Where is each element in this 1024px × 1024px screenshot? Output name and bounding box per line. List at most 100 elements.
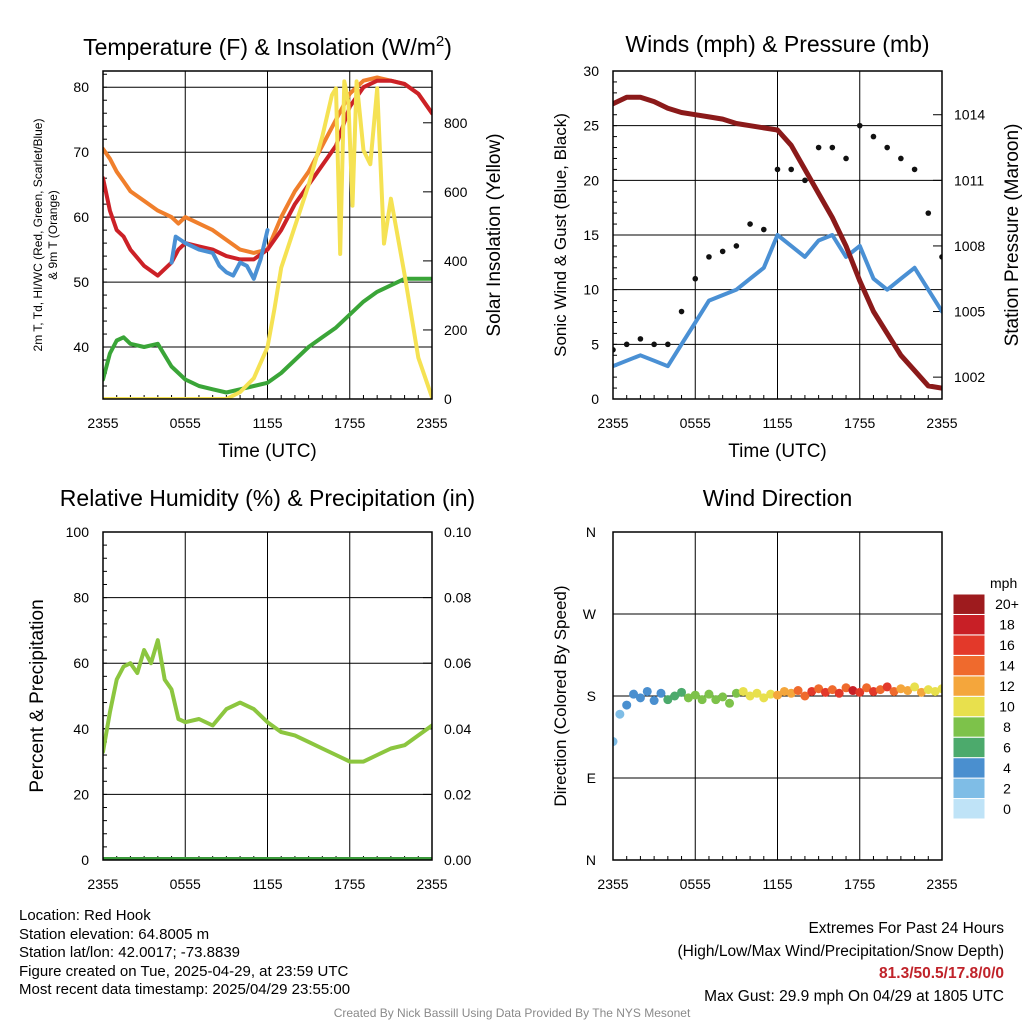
x-tick-label: 2355	[926, 876, 957, 892]
x-tick-label: 1155	[762, 415, 792, 431]
y2-tick-label: 0.00	[444, 852, 471, 868]
legend-swatch	[952, 757, 986, 779]
gust-point	[843, 155, 849, 162]
y2-tick-label: 800	[444, 115, 468, 131]
legend-swatch	[952, 777, 986, 800]
direction-point	[718, 692, 728, 702]
legend-label: 2	[1003, 780, 1011, 796]
x-tick-label: 1155	[762, 876, 792, 892]
plot-area	[103, 638, 432, 860]
x-tick-label: 2355	[87, 415, 118, 431]
recent-timestamp-text: Most recent data timestamp: 2025/04/29 2…	[19, 981, 351, 998]
direction-point	[862, 683, 872, 693]
direction-point	[834, 688, 844, 698]
gust-point	[898, 155, 904, 162]
legend-label: 8	[1003, 719, 1011, 735]
y-tick-label: 5	[591, 336, 599, 352]
y2-axis-label: Solar Insolation (Yellow)	[484, 133, 505, 336]
direction-point	[848, 686, 858, 696]
y-tick-label: 80	[73, 590, 89, 606]
y2-tick-label: 0.08	[444, 590, 471, 606]
direction-point	[793, 686, 803, 696]
direction-point	[786, 688, 796, 698]
x-tick-label: 1755	[334, 876, 365, 892]
y-axis-label: Direction (Colored By Speed)	[551, 585, 570, 806]
gust-point	[856, 122, 863, 129]
y-tick-label: 0	[81, 852, 89, 868]
y-tick-label: 10	[583, 282, 599, 298]
direction-point	[814, 684, 824, 694]
created-text: Figure created on Tue, 2025-04-29, at 23…	[19, 962, 349, 980]
direction-point	[896, 684, 906, 694]
y-tick-label: 40	[73, 339, 89, 355]
direction-point	[683, 693, 693, 703]
y-tick-label: 25	[583, 118, 599, 134]
legend-swatch	[952, 634, 986, 656]
gust-point	[623, 341, 630, 348]
x-tick-label: 0555	[680, 415, 711, 431]
y-tick-label: 15	[583, 227, 599, 243]
legend-label: 18	[999, 617, 1015, 633]
direction-point	[635, 693, 645, 703]
direction-point	[855, 687, 865, 697]
extremes-title: Extremes For Past 24 Hours	[808, 920, 1004, 937]
direction-point	[882, 682, 892, 692]
chart-title: Relative Humidity (%) & Precipitation (i…	[60, 485, 475, 511]
y-tick-label: 60	[73, 655, 89, 671]
extremes-info: Extremes For Past 24 Hours (High/Low/Max…	[678, 918, 1005, 1008]
y-tick-label: 0	[591, 391, 599, 407]
direction-point	[697, 695, 707, 705]
legend-label: 16	[999, 637, 1015, 653]
x-tick-label: 2355	[926, 415, 957, 431]
x-tick-label: 0555	[680, 876, 711, 892]
direction-point	[820, 687, 830, 697]
winds-pressure-panel: Winds (mph) & Pressure (mb) 2355 0555 1155 1…	[551, 31, 1023, 462]
legend-swatch	[952, 695, 986, 718]
legend-label: 0	[1003, 801, 1011, 817]
x-tick-label: 2355	[416, 415, 447, 431]
x-tick-label: 1155	[252, 876, 282, 892]
elevation-text: Station elevation: 64.8005 m	[19, 925, 210, 943]
direction-point	[930, 686, 940, 696]
y2-tick-label: 400	[444, 253, 468, 269]
y2-tick-label: 1002	[954, 369, 985, 385]
y-tick-label: 80	[73, 79, 89, 95]
gust-point	[706, 254, 712, 260]
direction-point	[841, 683, 851, 693]
gust-point	[788, 166, 795, 173]
direction-point	[711, 695, 721, 705]
y2-tick-label: 0.04	[444, 721, 471, 737]
plot-frame	[612, 531, 943, 861]
y2-tick-label: 1008	[954, 238, 985, 254]
legend-label: 14	[999, 658, 1015, 674]
y2-tick-label: 600	[444, 184, 468, 200]
direction-point	[868, 686, 878, 696]
y-axis-label: Sonic Wind & Gust (Blue, Black)	[551, 113, 570, 357]
direction-point	[903, 686, 913, 696]
x-tick-label: 1755	[844, 876, 875, 892]
direction-point	[779, 686, 789, 696]
direction-point	[670, 691, 680, 701]
direction-point	[622, 700, 632, 710]
direction-point	[745, 691, 755, 701]
legend-swatch	[952, 593, 986, 615]
y2-tick-label: 1014	[954, 107, 985, 123]
x-tick-label: 1755	[334, 415, 365, 431]
direction-point	[766, 689, 776, 699]
direction-point	[759, 693, 769, 703]
direction-point	[656, 688, 666, 698]
gust-point	[651, 341, 657, 348]
title-paren: )	[444, 34, 452, 60]
direction-point	[690, 690, 700, 700]
direction-point	[663, 695, 673, 705]
gust-point	[719, 248, 726, 255]
series-line-0	[103, 75, 432, 255]
direction-point	[725, 698, 735, 708]
legend-label: 12	[999, 678, 1015, 694]
y-tick-label: W	[583, 606, 597, 622]
direction-point	[642, 686, 652, 696]
humidity-precip-panel: Relative Humidity (%) & Precipitation (i…	[27, 485, 475, 892]
x-axis-label: Time (UTC)	[728, 441, 827, 462]
